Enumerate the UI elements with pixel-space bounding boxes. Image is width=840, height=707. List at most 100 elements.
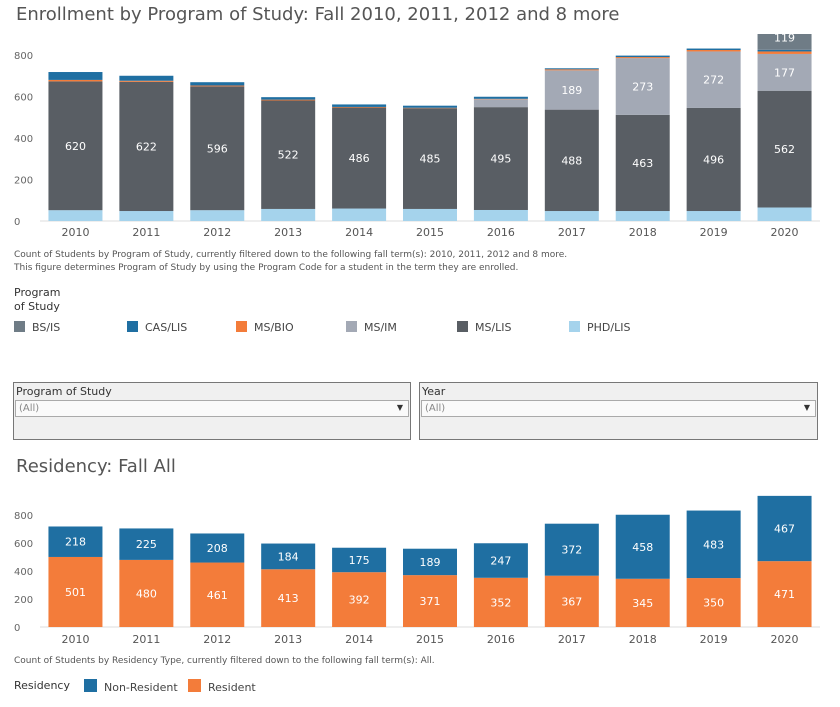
chart2-caption: Count of Students by Residency Type, cur…: [14, 656, 435, 666]
bar-segment[interactable]: [544, 69, 599, 71]
bar-segment[interactable]: [119, 75, 174, 81]
bar-segment[interactable]: [615, 211, 670, 221]
bar-segment[interactable]: [261, 569, 316, 627]
bar-segment[interactable]: [615, 55, 670, 58]
bar-segment[interactable]: [119, 80, 174, 82]
legend-swatch: [569, 321, 580, 332]
bar-segment[interactable]: [757, 495, 812, 562]
bar-segment[interactable]: [757, 49, 812, 52]
bar-segment[interactable]: [190, 86, 245, 211]
year-filter[interactable]: Year (All) ▼: [419, 382, 818, 440]
bar-segment[interactable]: [757, 53, 812, 91]
legend-item[interactable]: MS/BIO: [236, 321, 294, 334]
bar-segment[interactable]: [686, 49, 741, 52]
legend-label: Non-Resident: [104, 681, 178, 694]
year-filter-label: Year: [422, 385, 446, 398]
bar-segment[interactable]: [615, 58, 670, 115]
bar-value-label: 218: [65, 536, 86, 549]
bar-segment[interactable]: [119, 528, 174, 560]
bar-segment[interactable]: [473, 543, 528, 578]
bar-segment[interactable]: [757, 90, 812, 208]
bar-value-label: 467: [774, 523, 795, 536]
bar-segment[interactable]: [190, 82, 245, 86]
bar-segment[interactable]: [332, 208, 387, 221]
bar-segment[interactable]: [473, 99, 528, 108]
y-tick-label: 600: [14, 539, 33, 550]
legend-item[interactable]: MS/IM: [346, 321, 397, 334]
bar-segment[interactable]: [757, 51, 812, 54]
bar-segment[interactable]: [119, 211, 174, 221]
bar-segment[interactable]: [48, 210, 103, 221]
bar-segment[interactable]: [332, 547, 387, 573]
bar-segment[interactable]: [473, 96, 528, 99]
year-filter-select[interactable]: (All) ▼: [421, 400, 816, 417]
bar-value-label: 458: [632, 541, 653, 554]
program-filter-select[interactable]: (All) ▼: [15, 400, 409, 417]
bar-segment[interactable]: [544, 523, 599, 576]
chevron-down-icon[interactable]: ▼: [396, 403, 403, 412]
bar-segment[interactable]: [332, 106, 387, 108]
legend-item[interactable]: Non-Resident: [84, 679, 178, 694]
legend-item[interactable]: PHD/LIS: [569, 321, 630, 334]
bar-segment[interactable]: [261, 543, 316, 570]
bar-segment[interactable]: [757, 34, 812, 50]
bar-segment[interactable]: [615, 514, 670, 579]
bar-segment[interactable]: [403, 108, 457, 209]
bar-segment[interactable]: [190, 85, 245, 87]
bar-value-label: 485: [420, 153, 441, 166]
bar-segment[interactable]: [686, 578, 741, 627]
bar-segment[interactable]: [757, 561, 812, 627]
bar-segment[interactable]: [403, 208, 457, 221]
chart1-caption: Count of Students by Program of Study, c…: [14, 249, 567, 275]
bar-segment[interactable]: [544, 109, 599, 212]
chevron-down-icon[interactable]: ▼: [803, 403, 810, 412]
bar-segment[interactable]: [261, 99, 316, 101]
bar-segment[interactable]: [48, 81, 103, 211]
bar-segment[interactable]: [473, 107, 528, 210]
bar-segment[interactable]: [332, 572, 387, 627]
bar-segment[interactable]: [686, 51, 741, 108]
bar-segment[interactable]: [615, 57, 670, 59]
bar-segment[interactable]: [403, 548, 457, 576]
bar-segment[interactable]: [686, 510, 741, 579]
bar-segment[interactable]: [473, 577, 528, 627]
bar-segment[interactable]: [473, 209, 528, 221]
legend-item[interactable]: MS/LIS: [457, 321, 512, 334]
bar-segment[interactable]: [332, 107, 387, 209]
bar-segment[interactable]: [544, 70, 599, 110]
bar-segment[interactable]: [544, 575, 599, 627]
bar-value-label: 189: [561, 84, 582, 97]
bar-segment[interactable]: [615, 114, 670, 212]
bar-segment[interactable]: [757, 207, 812, 221]
bar-segment[interactable]: [48, 79, 103, 82]
bar-segment[interactable]: [48, 556, 103, 627]
legend-item[interactable]: CAS/LIS: [127, 321, 187, 334]
bar-segment[interactable]: [119, 559, 174, 627]
bar-segment[interactable]: [615, 578, 670, 627]
bar-segment[interactable]: [544, 68, 599, 70]
bar-segment[interactable]: [48, 72, 103, 80]
bar-segment[interactable]: [686, 211, 741, 221]
x-tick-label: 2015: [416, 226, 444, 239]
legend-item[interactable]: BS/IS: [14, 321, 60, 334]
bar-segment[interactable]: [686, 107, 741, 212]
bar-segment[interactable]: [48, 526, 103, 557]
bar-segment[interactable]: [190, 210, 245, 221]
program-filter[interactable]: Program of Study (All) ▼: [13, 382, 411, 440]
bar-value-label: 225: [136, 538, 157, 551]
bar-segment[interactable]: [261, 100, 316, 209]
bar-segment[interactable]: [190, 562, 245, 627]
bar-segment[interactable]: [403, 575, 457, 627]
bar-segment[interactable]: [119, 81, 174, 212]
legend-item[interactable]: Resident: [188, 679, 256, 694]
bar-segment[interactable]: [332, 104, 387, 107]
x-tick-label: 2015: [416, 633, 444, 646]
bar-segment[interactable]: [261, 97, 316, 100]
legend-swatch: [127, 321, 138, 332]
bar-value-label: 184: [278, 550, 299, 563]
bar-segment[interactable]: [261, 208, 316, 221]
bar-segment[interactable]: [544, 211, 599, 221]
bar-segment[interactable]: [686, 48, 741, 50]
bar-segment[interactable]: [403, 105, 457, 108]
bar-segment[interactable]: [190, 533, 245, 563]
